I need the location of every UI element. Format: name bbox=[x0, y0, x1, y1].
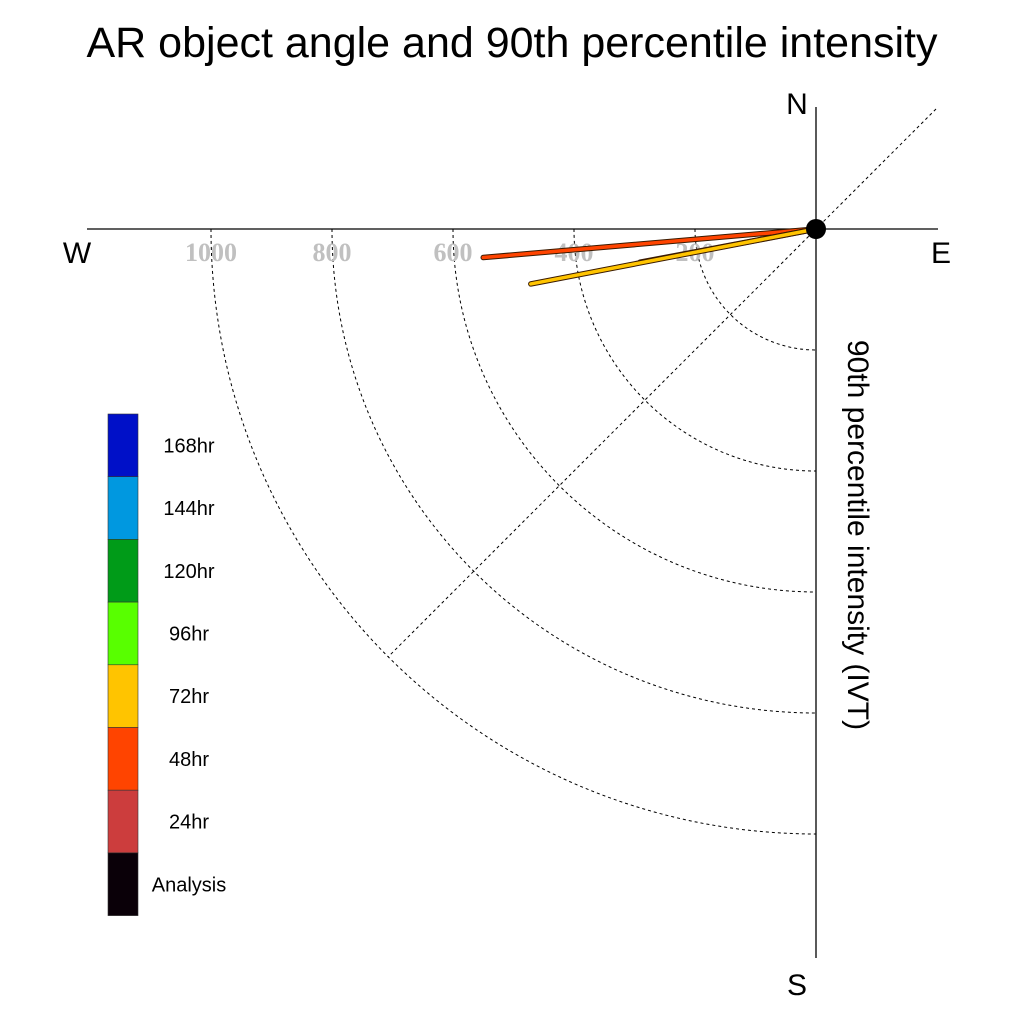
legend-swatch-48hr bbox=[107, 727, 139, 791]
legend-label-168hr: 168hr bbox=[163, 435, 214, 457]
legend: 168hr 144hr 120hr 96hr 72hr 48hr 24hr Analysis bbox=[107, 413, 226, 916]
tick-label-800: 800 bbox=[313, 238, 352, 267]
grid-arc-600 bbox=[452, 228, 817, 593]
legend-swatch-96hr bbox=[107, 601, 139, 666]
tick-label-600: 600 bbox=[434, 238, 473, 267]
radial-axis-label: 90th percentile intensity (IVT) bbox=[841, 340, 874, 730]
legend-swatch-24hr bbox=[107, 789, 139, 854]
south-label: S bbox=[787, 969, 807, 1002]
series-line-72hr-2 bbox=[529, 227, 818, 286]
legend-label-24hr: 24hr bbox=[169, 812, 209, 834]
legend-label-120hr: 120hr bbox=[163, 561, 214, 583]
legend-swatch-144hr bbox=[107, 476, 139, 540]
legend-swatch-72hr bbox=[107, 664, 139, 728]
east-label: E bbox=[931, 237, 951, 270]
series-line-48hr-0 bbox=[481, 227, 818, 260]
grid-arc-800 bbox=[331, 228, 817, 714]
origin-point bbox=[806, 219, 826, 239]
tick-label-1000: 1000 bbox=[185, 238, 237, 267]
polar-grid bbox=[210, 108, 937, 835]
west-label: W bbox=[63, 237, 92, 270]
legend-swatch-Analysis bbox=[107, 852, 139, 916]
chart-title: AR object angle and 90th percentile inte… bbox=[87, 19, 938, 67]
legend-label-48hr: 48hr bbox=[169, 749, 209, 771]
legend-swatch-120hr bbox=[107, 539, 139, 603]
legend-label-Analysis: Analysis bbox=[152, 874, 226, 896]
legend-swatch-168hr bbox=[107, 413, 139, 478]
legend-label-96hr: 96hr bbox=[169, 623, 209, 645]
grid-arc-400 bbox=[573, 228, 817, 472]
legend-label-72hr: 72hr bbox=[169, 686, 209, 708]
north-label: N bbox=[786, 88, 808, 121]
legend-label-144hr: 144hr bbox=[163, 498, 214, 520]
series-lines bbox=[480, 226, 819, 287]
